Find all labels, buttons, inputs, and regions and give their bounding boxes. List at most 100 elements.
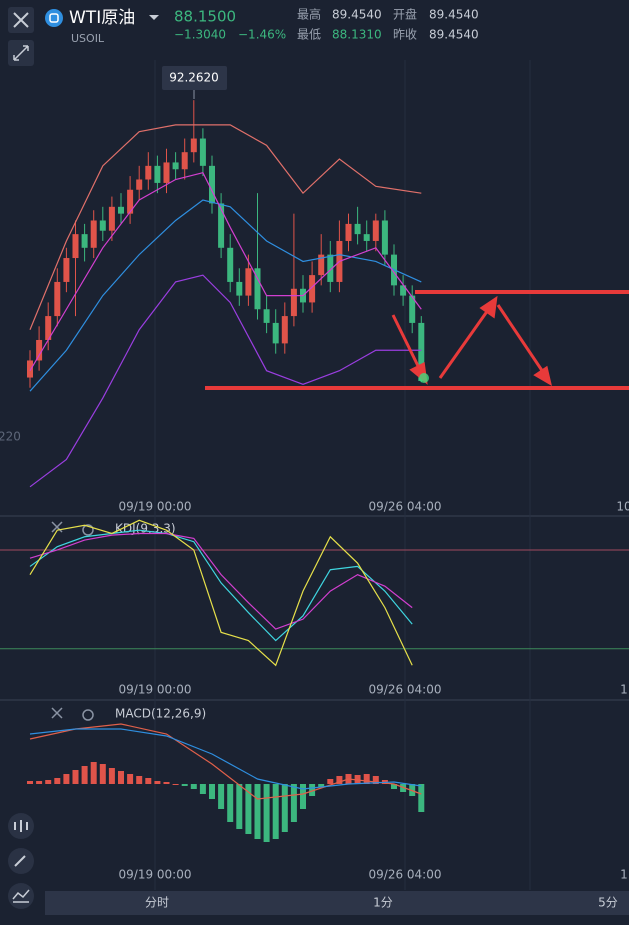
candle-body <box>190 138 197 153</box>
candle-body <box>118 206 124 214</box>
candle-body <box>27 360 33 378</box>
indicator-line <box>29 529 413 642</box>
candle-body <box>409 295 416 323</box>
indicator-line <box>29 274 422 488</box>
macd-bar <box>327 779 334 784</box>
candle-body <box>54 281 61 317</box>
macd-bar <box>281 784 288 832</box>
macd-bar <box>90 762 97 784</box>
indicator-line <box>29 199 422 392</box>
candle-body <box>372 220 379 241</box>
macd-bar <box>127 774 134 784</box>
candle-body <box>418 322 425 381</box>
stat-label: 最高 <box>297 7 321 22</box>
dropdown-icon[interactable] <box>149 15 159 20</box>
macd-bar <box>172 784 179 785</box>
plots: 09/19 00:00 09/26 04:00 10 09/19 00:00 09/26… <box>0 100 629 882</box>
candle-body <box>45 316 52 340</box>
macd-bar <box>72 770 79 784</box>
macd-bar <box>418 784 425 812</box>
macd-bar <box>372 776 379 784</box>
macd-bar <box>190 784 197 789</box>
macd-bar <box>136 776 143 784</box>
macd-bar <box>245 784 252 834</box>
x-tick-label: 09/19 00:00 <box>119 683 192 697</box>
tab[interactable]: 5分 <box>598 896 618 910</box>
callout-label: 92.2620 <box>169 71 219 85</box>
indicator-line <box>29 519 413 667</box>
panel-settings-icon[interactable] <box>82 709 94 721</box>
macd-bar <box>181 784 188 786</box>
tab[interactable]: 1分 <box>373 896 393 910</box>
x-tick-label: 09/26 04:00 <box>369 683 442 697</box>
stat-label: 最低 <box>297 28 321 42</box>
stat-label: 开盘 <box>393 7 417 22</box>
indicator-title: MACD(12,26,9) <box>115 707 206 721</box>
macd-bar <box>290 784 297 822</box>
candle-body <box>90 220 97 248</box>
candle-body <box>327 254 334 282</box>
macd-bar <box>300 784 306 809</box>
candle-body <box>254 268 261 310</box>
candle-body <box>309 275 316 303</box>
candle-body <box>400 285 407 296</box>
candle-body <box>227 247 234 282</box>
macd-bar <box>400 784 407 792</box>
candle-body <box>108 206 115 231</box>
x-tick-label: 09/19 00:00 <box>119 868 192 882</box>
last-price-dot <box>419 373 429 383</box>
x-tick-label: 09/26 04:00 <box>369 500 442 514</box>
candle-body <box>236 281 243 296</box>
panel-close-icon[interactable] <box>51 521 63 719</box>
indicator-line <box>29 723 422 800</box>
candle-body <box>36 339 43 361</box>
macd-bar <box>272 784 279 839</box>
macd-bar <box>318 784 325 787</box>
candle-body <box>72 234 79 259</box>
x-tick-label: 1 <box>620 683 628 697</box>
side-tools <box>8 813 34 909</box>
symbol-icon <box>45 9 63 27</box>
macd-bar <box>409 784 416 796</box>
tab-bar <box>45 891 629 915</box>
candle-body <box>318 254 325 276</box>
macd-bar <box>263 784 270 842</box>
stat-value: 88.1310 <box>332 28 382 42</box>
candle-body <box>63 258 70 282</box>
grid <box>154 60 531 890</box>
macd-bar <box>145 778 152 784</box>
macd-bar <box>199 784 206 794</box>
macd-bar <box>163 782 170 784</box>
macd-bar <box>254 784 261 839</box>
candle-body <box>172 162 179 170</box>
candle-body <box>263 309 270 323</box>
panel-settings-icon[interactable] <box>82 524 94 536</box>
symbol-icon-mark <box>49 13 59 23</box>
macd-bar <box>236 784 243 829</box>
macd-bar <box>36 781 43 784</box>
macd-bar <box>27 781 33 784</box>
candle-body <box>381 220 388 255</box>
symbol: USOIL <box>71 32 105 45</box>
stat-value: 89.4540 <box>429 8 479 22</box>
change: −1.3040 <box>174 28 226 42</box>
macd-bar <box>363 774 370 784</box>
callout-box <box>162 66 227 90</box>
candle-body <box>345 223 352 241</box>
tab[interactable]: 分时 <box>145 896 169 910</box>
macd-bar <box>45 780 52 784</box>
side-label: 220 <box>0 430 21 444</box>
macd-bar <box>99 764 106 784</box>
candle-body <box>136 179 143 190</box>
indicator-line <box>29 532 413 630</box>
collapse-icon <box>13 45 29 61</box>
stat-label: 昨收 <box>393 28 417 42</box>
x-tick-label: 09/19 00:00 <box>119 500 192 514</box>
macd-bar <box>63 774 70 784</box>
x-tick-label: 09/26 04:00 <box>369 868 442 882</box>
instrument-name[interactable]: WTI原油 <box>69 8 135 28</box>
candle-body <box>127 189 134 214</box>
stat-value: 89.4540 <box>429 28 479 42</box>
